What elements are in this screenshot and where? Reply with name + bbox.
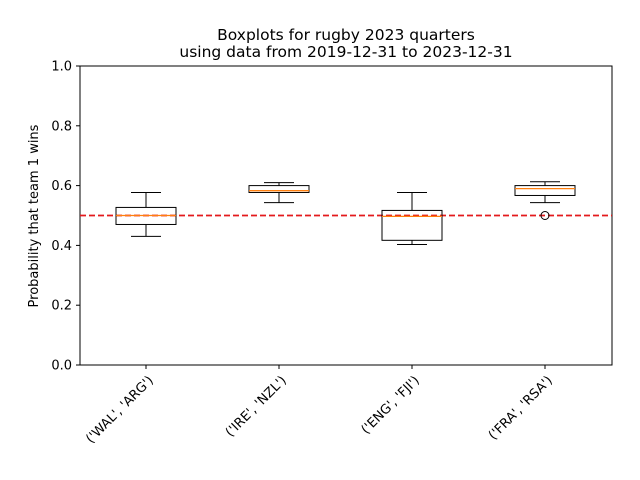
x-tick-label-2: ('ENG', 'FJI'): [359, 373, 423, 437]
y-tick-label-0: 0.0: [51, 359, 72, 374]
y-tick-label-2: 0.4: [51, 239, 72, 254]
y-tick-label-1: 0.2: [51, 299, 72, 314]
x-tick-label-0: ('WAL', 'ARG'): [83, 373, 157, 447]
box-2: [381, 209, 443, 241]
y-tick-label-4: 0.8: [51, 119, 72, 134]
y-tick-label-5: 1.0: [51, 60, 72, 75]
x-tick-label-1: ('IRE', 'NZL'): [223, 373, 290, 440]
y-tick-label-3: 0.6: [51, 179, 72, 194]
chart-subtitle: using data from 2019-12-31 to 2023-12-31: [179, 43, 512, 61]
x-tick-label-3: ('FRA', 'RSA'): [486, 373, 556, 443]
chart-title: Boxplots for rugby 2023 quarters: [217, 26, 475, 44]
box-3: [514, 185, 576, 196]
outlier-3-0: [540, 211, 550, 220]
plot-area: 0.0 0.2 0.4 0.6 0.8 1.0 ('WAL', 'ARG') ('IRE', …: [51, 60, 613, 447]
box-1: [248, 185, 310, 193]
y-axis-label: Probability that team 1 wins: [27, 124, 42, 307]
